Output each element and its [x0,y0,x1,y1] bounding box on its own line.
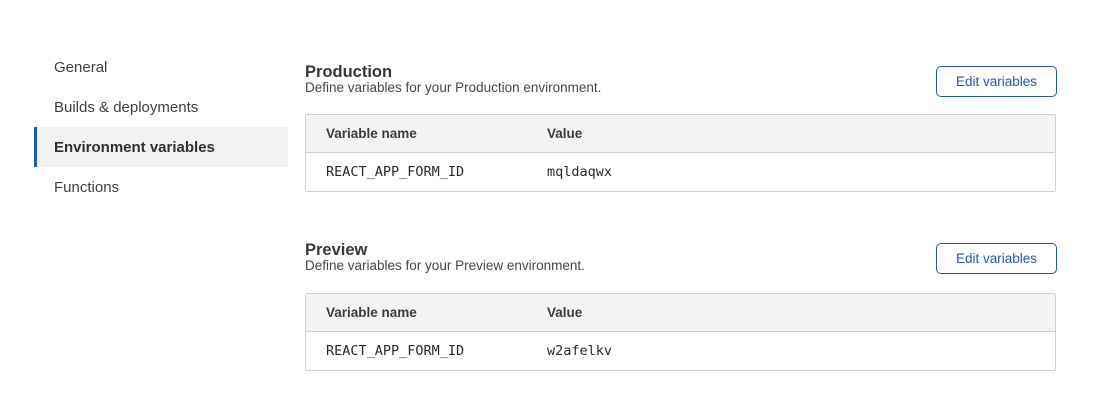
table-header-row: Variable name Value [306,115,1055,153]
preview-edit-variables-button[interactable]: Edit variables [936,243,1057,274]
variable-name-cell: REACT_APP_FORM_ID [326,343,465,359]
variable-name-cell: REACT_APP_FORM_ID [326,164,465,180]
column-header-variable-name: Variable name [326,305,417,320]
variable-value-cell: w2afelkv [547,343,613,359]
table-row: REACT_APP_FORM_ID w2afelkv [306,332,1055,370]
production-edit-variables-button[interactable]: Edit variables [936,66,1057,97]
production-section-title: Production [305,62,393,81]
column-header-value: Value [547,126,583,141]
column-header-value: Value [547,305,583,320]
table-header-row: Variable name Value [306,294,1055,332]
settings-sidebar: General Builds & deployments Environment… [34,47,288,207]
production-variables-table: Variable name Value REACT_APP_FORM_ID mq… [305,114,1056,192]
preview-variables-table: Variable name Value REACT_APP_FORM_ID w2… [305,293,1056,371]
table-row: REACT_APP_FORM_ID mqldaqwx [306,153,1055,191]
preview-section-title: Preview [305,240,368,259]
sidebar-item-builds-deployments[interactable]: Builds & deployments [54,98,199,116]
column-header-variable-name: Variable name [326,126,417,141]
sidebar-item-environment-variables[interactable]: Environment variables [34,127,288,167]
variable-value-cell: mqldaqwx [547,164,613,180]
sidebar-item-functions[interactable]: Functions [54,178,120,196]
production-section-description: Define variables for your Production env… [305,80,602,95]
sidebar-item-general[interactable]: General [54,58,108,76]
preview-section-description: Define variables for your Preview enviro… [305,258,585,273]
